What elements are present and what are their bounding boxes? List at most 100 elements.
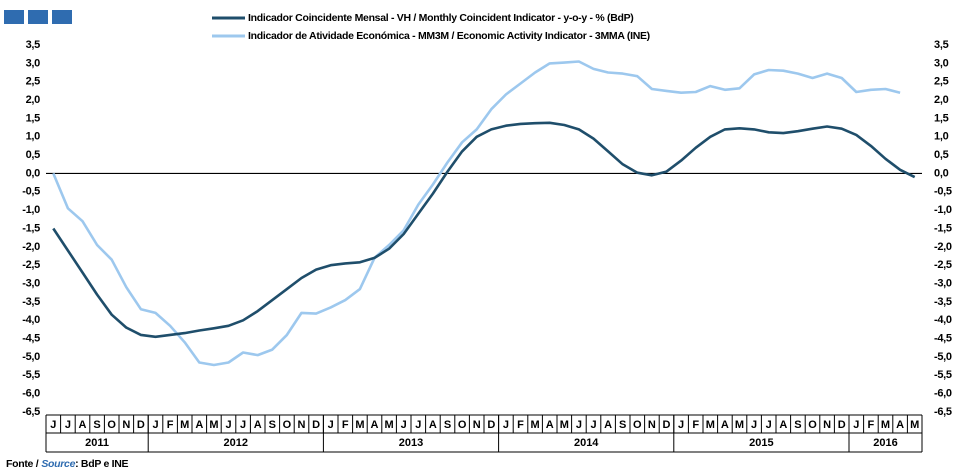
y2-tick-label: -6,5 xyxy=(934,406,952,418)
y2-tick-label: 0,0 xyxy=(934,167,949,179)
x-tick-label: O xyxy=(808,419,817,431)
x-tick-label: J xyxy=(766,419,772,431)
x-tick-label: S xyxy=(444,419,451,431)
x-tick-label: D xyxy=(838,419,846,431)
x-tick-label: S xyxy=(619,419,626,431)
year-label: 2011 xyxy=(85,437,109,449)
y2-tick-label: -4,5 xyxy=(934,333,952,345)
x-tick-label: A xyxy=(546,419,554,431)
y-tick-label: -0,5 xyxy=(22,186,40,198)
y-tick-label: -6,0 xyxy=(22,388,40,400)
x-tick-label: J xyxy=(240,419,246,431)
x-tick-label: S xyxy=(794,419,801,431)
x-tick-label: J xyxy=(590,419,596,431)
y2-tick-label: 0,5 xyxy=(934,149,949,161)
x-tick-label: S xyxy=(93,419,100,431)
y-tick-label: -3,5 xyxy=(22,296,40,308)
x-tick-label: J xyxy=(152,419,158,431)
x-tick-label: F xyxy=(167,419,174,431)
x-tick-label: M xyxy=(735,419,744,431)
x-tick-label: M xyxy=(385,419,394,431)
y2-tick-label: -2,0 xyxy=(934,241,952,253)
y-tick-label: 3,0 xyxy=(26,57,41,69)
x-tick-label: M xyxy=(180,419,189,431)
x-tick-label: A xyxy=(779,419,787,431)
y2-tick-label: 2,0 xyxy=(934,94,949,106)
y-tick-label: 1,0 xyxy=(26,131,41,143)
x-tick-label: M xyxy=(560,419,569,431)
y-tick-label: 3,5 xyxy=(26,39,41,51)
y2-tick-label: 3,0 xyxy=(934,57,949,69)
x-tick-label: N xyxy=(298,419,306,431)
x-tick-label: M xyxy=(531,419,540,431)
x-tick-label: D xyxy=(312,419,320,431)
logo-square xyxy=(28,10,48,24)
x-tick-label: D xyxy=(487,419,495,431)
y-tick-label: -2,5 xyxy=(22,259,40,271)
x-tick-label: N xyxy=(823,419,831,431)
x-tick-label: M xyxy=(910,419,919,431)
y-tick-label: -4,0 xyxy=(22,314,40,326)
x-tick-label: O xyxy=(633,419,642,431)
year-label: 2016 xyxy=(873,437,897,449)
x-tick-label: J xyxy=(65,419,71,431)
series-line xyxy=(52,121,916,339)
x-tick-label: D xyxy=(137,419,145,431)
x-tick-label: F xyxy=(342,419,349,431)
x-tick-label: O xyxy=(283,419,292,431)
y-tick-label: 2,5 xyxy=(26,76,41,88)
y-tick-label: 0,5 xyxy=(26,149,41,161)
logo-square xyxy=(52,10,72,24)
x-tick-label: J xyxy=(503,419,509,431)
y2-tick-label: -6,0 xyxy=(934,388,952,400)
x-tick-label: J xyxy=(401,419,407,431)
y-tick-label: -2,0 xyxy=(22,241,40,253)
y2-tick-label: -1,5 xyxy=(934,222,952,234)
source-text: : BdP e INE xyxy=(75,458,128,470)
x-tick-label: J xyxy=(328,419,334,431)
year-label: 2013 xyxy=(399,437,423,449)
y-tick-label: -5,0 xyxy=(22,351,40,363)
year-label: 2014 xyxy=(574,437,599,449)
y2-tick-label: -4,0 xyxy=(934,314,952,326)
source-en: Source xyxy=(41,458,75,470)
y2-tick-label: 1,0 xyxy=(934,131,949,143)
y2-tick-label: -1,0 xyxy=(934,204,952,216)
y-tick-label: 1,5 xyxy=(26,112,41,124)
source-prefix: Fonte / xyxy=(6,458,39,470)
x-tick-label: A xyxy=(371,419,379,431)
y2-tick-label: 3,5 xyxy=(934,39,949,51)
legend-label: Indicador Coincidente Mensal - VH / Mont… xyxy=(248,12,634,24)
x-tick-label: J xyxy=(678,419,684,431)
x-tick-label: S xyxy=(269,419,276,431)
x-tick-label: A xyxy=(604,419,612,431)
x-tick-label: M xyxy=(881,419,890,431)
year-label: 2015 xyxy=(749,437,773,449)
x-tick-label: F xyxy=(692,419,699,431)
y-tick-label: 2,0 xyxy=(26,94,41,106)
y2-tick-label: -3,5 xyxy=(934,296,952,308)
x-tick-label: M xyxy=(355,419,364,431)
x-tick-label: O xyxy=(107,419,116,431)
x-tick-label: O xyxy=(458,419,467,431)
x-tick-label: J xyxy=(415,419,421,431)
y-tick-label: -1,5 xyxy=(22,222,40,234)
x-tick-label: J xyxy=(576,419,582,431)
x-tick-label: F xyxy=(517,419,524,431)
x-tick-label: A xyxy=(429,419,437,431)
x-tick-label: M xyxy=(209,419,218,431)
legend-label: Indicador de Atividade Económica - MM3M … xyxy=(248,30,650,42)
x-tick-label: A xyxy=(79,419,87,431)
x-tick-label: J xyxy=(50,419,56,431)
year-label: 2012 xyxy=(224,437,248,449)
x-tick-label: D xyxy=(663,419,671,431)
y2-tick-label: -3,0 xyxy=(934,277,952,289)
y-tick-label: -6,5 xyxy=(22,406,40,418)
x-tick-label: A xyxy=(896,419,904,431)
x-tick-label: N xyxy=(122,419,130,431)
source: Fonte / Source: BdP e INE xyxy=(6,458,129,470)
y-tick-label: -1,0 xyxy=(22,204,40,216)
y2-tick-label: -5,5 xyxy=(934,369,952,381)
y2-tick-label: -0,5 xyxy=(934,186,952,198)
